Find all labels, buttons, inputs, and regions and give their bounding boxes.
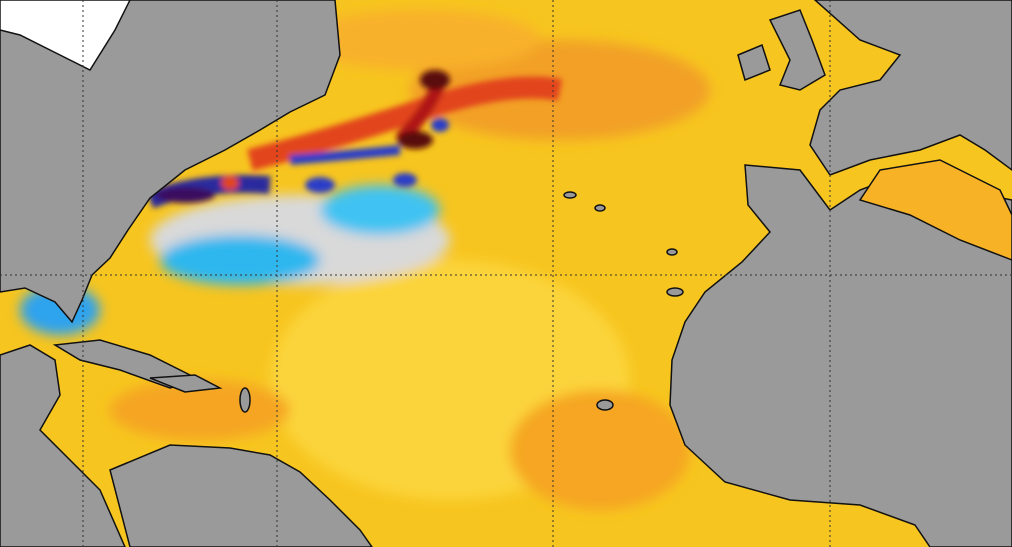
central-america bbox=[0, 344, 126, 547]
ireland bbox=[737, 43, 771, 82]
mediterranean bbox=[858, 159, 1012, 261]
greenland bbox=[0, 0, 131, 71]
south-america bbox=[109, 444, 373, 547]
hispaniola bbox=[149, 374, 223, 393]
gulf-stream bbox=[146, 70, 563, 209]
islands bbox=[239, 191, 684, 413]
north-america bbox=[0, 0, 341, 324]
britain bbox=[768, 9, 826, 91]
